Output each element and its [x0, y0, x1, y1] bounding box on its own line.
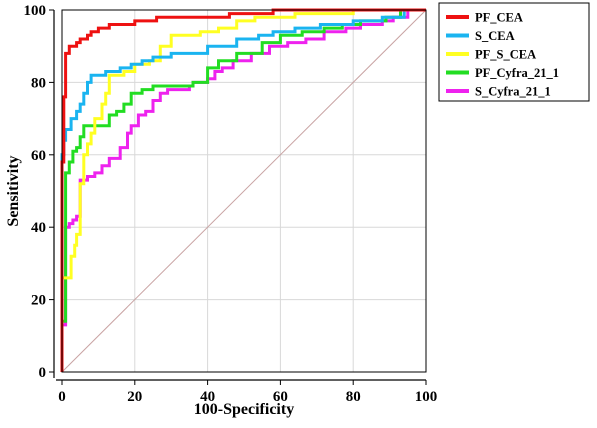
legend-label: PF_Cyfra_21_1 [475, 66, 559, 80]
legend-label: S_Cyfra_21_1 [475, 85, 551, 99]
legend: PF_CEA S_CEA PF_S_CEA PF_Cyfra_21_1 S_Cyfra_… [438, 2, 590, 102]
y-tick-label: 0 [39, 365, 47, 381]
roc-curve-pf-cyfra-21-1 [60, 8, 426, 372]
roc-curve-pf-s-cea [60, 8, 426, 372]
y-axis-label: Sensitivity [5, 155, 22, 226]
roc-curve-pf-cea [60, 8, 426, 372]
x-tick-label: 80 [346, 389, 361, 405]
x-tick-label: 20 [127, 389, 142, 405]
y-tick-label: 60 [31, 148, 46, 164]
x-tick-label: 40 [200, 389, 215, 405]
x-tick-label: 0 [58, 389, 66, 405]
y-tick-label: 100 [24, 3, 47, 19]
plot-frame [61, 9, 427, 373]
roc-curve-s-cea [60, 8, 426, 372]
y-tick-label: 40 [31, 220, 46, 236]
legend-label: S_CEA [475, 29, 515, 43]
y-tick-label: 80 [31, 75, 46, 91]
x-axis-label: 100-Specificity [194, 401, 294, 418]
y-tick-label: 20 [31, 293, 46, 309]
x-tick-label: 60 [273, 389, 288, 405]
axis-ticks: 0 20 40 60 80 100 0 20 40 60 80 100 [24, 3, 438, 405]
legend-label: PF_S_CEA [475, 48, 536, 62]
reference-diagonal [61, 9, 427, 373]
x-tick-label: 100 [415, 389, 438, 405]
roc-curves [60, 8, 426, 372]
legend-label: PF_CEA [475, 11, 523, 25]
